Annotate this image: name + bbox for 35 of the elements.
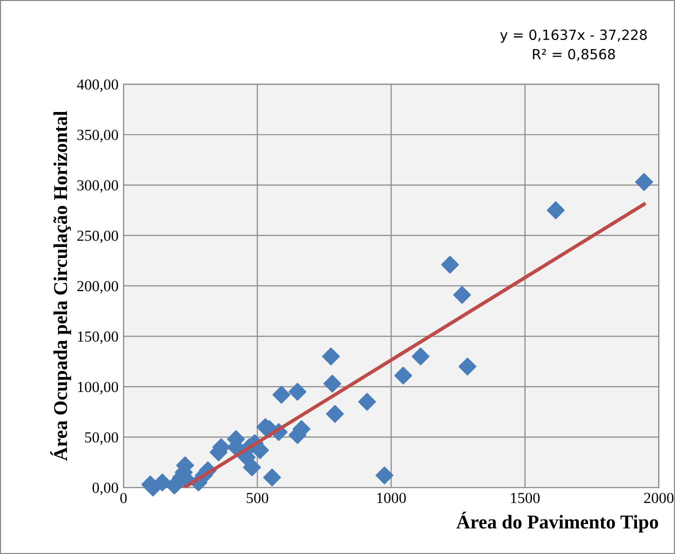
point [272, 386, 290, 404]
y-tick-label: 300,00 [77, 180, 118, 193]
y-tick-label: 250,00 [77, 230, 118, 244]
point [453, 286, 471, 304]
point [394, 366, 412, 385]
point [546, 201, 565, 220]
y-tick-label: 50,00 [85, 432, 118, 445]
point [635, 173, 653, 191]
point [323, 374, 342, 393]
point [458, 358, 476, 376]
point [288, 382, 306, 401]
x-tick-label: 0 [120, 492, 127, 504]
point [376, 466, 394, 484]
text: y = 0,1637x - 37,228 [500, 30, 647, 43]
point [243, 458, 261, 476]
y-tick-label: 400,00 [76, 79, 118, 92]
text: R² = 0,8568 [532, 48, 615, 61]
x-tick-label: 1500 [511, 492, 540, 504]
point [153, 474, 172, 492]
point [358, 392, 376, 411]
y-tick-label: 150,00 [78, 331, 118, 344]
point [412, 348, 430, 366]
point [322, 348, 340, 366]
y-tick-label: 200,00 [77, 281, 118, 294]
y-tick-label: 0,00 [92, 482, 118, 496]
x-tick-label: 1000 [377, 492, 406, 504]
x-tick-label: 2000 [644, 492, 674, 504]
point [441, 256, 459, 274]
x-tick-label: 500 [246, 492, 268, 504]
y-tick-label: 350,00 [77, 130, 118, 142]
y-axis-title: Área Ocupada pela Circulação Horizontal [50, 111, 72, 461]
point [263, 468, 281, 486]
y-tick-label: 100,00 [78, 382, 118, 394]
point [326, 405, 344, 423]
x-axis-title: Área do Pavimento Tipo [456, 512, 658, 533]
